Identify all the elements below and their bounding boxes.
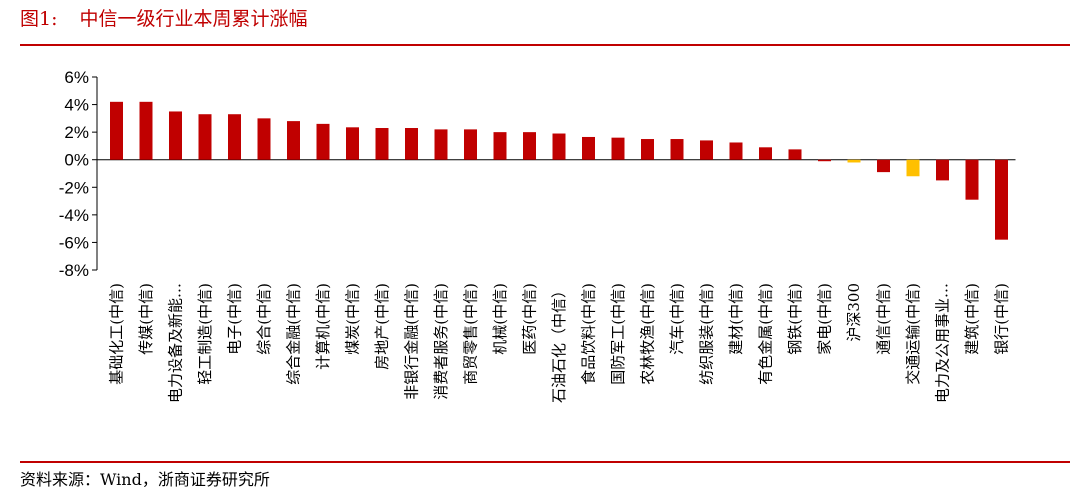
bar xyxy=(169,111,182,160)
bar xyxy=(523,132,536,160)
bar xyxy=(110,101,123,160)
y-tick-label: 2% xyxy=(64,123,89,142)
x-tick-label: 家电(中信) xyxy=(816,283,834,355)
x-tick-label: 沪深300 xyxy=(845,283,863,342)
bar xyxy=(788,149,802,160)
figure-label: 图1: xyxy=(20,8,58,30)
y-tick-label: -4% xyxy=(59,206,89,225)
bar xyxy=(346,127,359,160)
bar xyxy=(582,136,595,160)
bar xyxy=(847,159,861,163)
y-tick-label: 6% xyxy=(64,68,89,87)
x-tick-label: 建材(中信) xyxy=(727,283,745,355)
bottom-rule xyxy=(20,461,1070,463)
bar xyxy=(759,147,772,160)
bar xyxy=(375,128,389,160)
bar xyxy=(434,129,448,160)
bar xyxy=(670,139,684,160)
x-tick-label: 电力设备及新能… xyxy=(167,283,185,403)
bar xyxy=(316,123,330,160)
bar xyxy=(729,142,743,160)
bar xyxy=(287,121,300,160)
bar xyxy=(552,133,566,160)
bar xyxy=(257,118,271,160)
bar xyxy=(700,140,713,160)
x-tick-label: 煤炭(中信) xyxy=(344,283,362,355)
x-tick-label: 非银行金融(中信) xyxy=(403,283,421,400)
y-tick-label: -6% xyxy=(59,233,89,252)
bar xyxy=(611,137,625,160)
figure-title-text: 中信一级行业本周累计涨幅 xyxy=(79,8,308,30)
x-tick-label: 商贸零售(中信) xyxy=(462,283,480,385)
x-tick-label: 综合(中信) xyxy=(255,283,273,355)
source-note: 资料来源：Wind，浙商证券研究所 xyxy=(20,470,270,489)
y-tick-label: 4% xyxy=(64,96,89,115)
x-tick-label: 交通运输(中信) xyxy=(904,283,922,385)
bar xyxy=(906,159,920,177)
x-tick-label: 计算机(中信) xyxy=(314,283,332,370)
x-tick-label: 食品饮料(中信) xyxy=(580,283,598,385)
x-tick-label: 基础化工(中信) xyxy=(108,283,126,385)
x-tick-label: 纺织服装(中信) xyxy=(698,283,716,385)
x-tick-label: 农林牧渔(中信) xyxy=(639,283,657,385)
x-tick-label: 钢铁(中信) xyxy=(786,283,804,355)
bar xyxy=(995,159,1008,240)
x-tick-label: 机械(中信) xyxy=(491,283,509,355)
figure-title: 图1: 中信一级行业本周累计涨幅 xyxy=(20,4,308,31)
bar xyxy=(493,132,507,160)
x-tick-label: 银行(中信) xyxy=(993,283,1011,355)
bar xyxy=(405,128,418,160)
x-tick-label: 有色金属(中信) xyxy=(757,283,775,385)
x-tick-label: 传媒(中信) xyxy=(137,283,155,355)
bar xyxy=(198,114,212,160)
bar xyxy=(818,159,831,162)
bar xyxy=(965,159,979,200)
x-tick-label: 建筑(中信) xyxy=(963,283,981,355)
bar xyxy=(877,159,890,173)
bar xyxy=(228,114,241,160)
bar xyxy=(641,139,654,160)
x-tick-label: 房地产(中信) xyxy=(373,283,391,370)
y-tick-label: -8% xyxy=(59,261,89,280)
x-tick-label: 国防军工(中信) xyxy=(609,283,627,385)
y-tick-label: -2% xyxy=(59,178,89,197)
y-tick-label: 0% xyxy=(64,151,89,170)
bar xyxy=(464,129,477,160)
bar xyxy=(139,101,153,160)
x-tick-label: 通信(中信) xyxy=(875,283,893,355)
bar xyxy=(936,159,949,181)
x-tick-label: 电子(中信) xyxy=(226,283,244,355)
x-tick-label: 消费者服务(中信) xyxy=(432,283,450,400)
x-tick-label: 医药(中信) xyxy=(521,283,539,355)
x-tick-label: 汽车(中信) xyxy=(668,283,686,355)
x-tick-label: 轻工制造(中信) xyxy=(196,283,214,385)
top-rule xyxy=(20,44,1070,46)
x-tick-label: 综合金融(中信) xyxy=(285,283,303,385)
x-tick-label: 电力及公用事业… xyxy=(934,283,952,403)
x-tick-label: 石油石化（中信） xyxy=(550,283,568,403)
bar-chart: 6% 4% 2% 0% -2% -4% -6% -8% 基础化工(中信) 传媒(中信) 电力设备及新… xyxy=(59,68,1016,403)
